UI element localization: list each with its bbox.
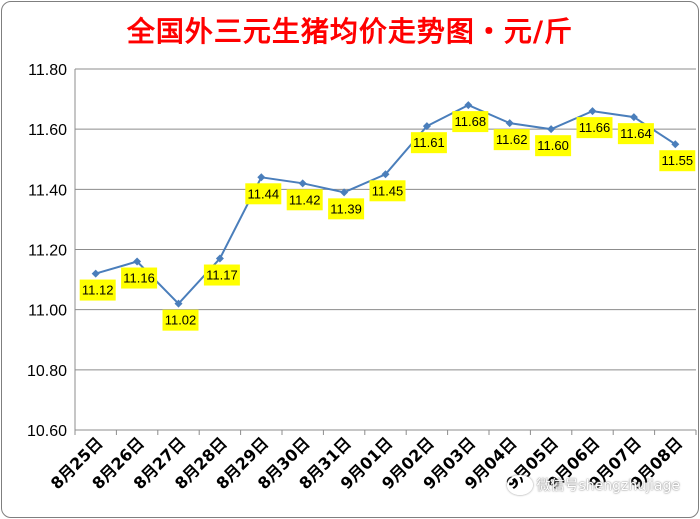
data-point [133, 257, 142, 266]
watermark: 微信号shengzhujiage [506, 475, 681, 495]
data-label-box [369, 180, 406, 202]
data-label-box [576, 117, 613, 139]
data-point [588, 107, 597, 116]
data-label: 11.55 [662, 153, 694, 168]
data-label-box [121, 267, 158, 289]
data-label: 11.42 [289, 192, 321, 207]
data-label-box [452, 111, 489, 133]
data-label-box [410, 132, 447, 154]
data-label: 11.64 [620, 126, 652, 141]
data-label: 11.16 [123, 271, 155, 286]
data-label: 11.66 [579, 120, 611, 135]
data-label-box [79, 279, 116, 301]
data-label: 11.60 [537, 138, 569, 153]
data-point [340, 188, 349, 197]
data-point [257, 173, 266, 182]
data-point [629, 113, 638, 122]
data-point [174, 299, 183, 308]
chart-title: 全国外三元生猪均价走势图・元/斤 [126, 15, 574, 48]
data-label: 11.17 [206, 268, 238, 283]
y-tick-label: 11.80 [28, 62, 67, 79]
y-tick-label: 11.40 [28, 182, 67, 199]
data-label-box [535, 135, 572, 157]
data-point [298, 179, 307, 188]
data-point [464, 101, 473, 110]
y-tick-label: 11.60 [28, 122, 67, 139]
y-tick-label: 11.20 [28, 243, 67, 260]
y-tick-label: 11.00 [28, 303, 67, 320]
y-tick-label: 10.60 [27, 423, 67, 440]
data-label-box [493, 129, 530, 151]
watermark-text: 微信号shengzhujiage [536, 478, 681, 494]
data-label-box [617, 123, 654, 145]
data-label-box [203, 264, 240, 286]
data-label: 11.02 [165, 313, 197, 328]
data-label-box [162, 309, 199, 331]
data-point [505, 119, 514, 128]
data-label-box [659, 150, 696, 172]
data-label: 11.45 [372, 183, 404, 198]
data-label: 11.68 [455, 114, 487, 129]
data-label: 11.39 [330, 201, 362, 216]
y-tick-label: 10.80 [27, 363, 67, 380]
wechat-icon [506, 475, 533, 495]
data-label: 11.12 [82, 283, 114, 298]
data-point [422, 122, 431, 131]
data-label: 11.61 [413, 135, 445, 150]
data-point [547, 125, 556, 134]
data-label-box [245, 183, 282, 205]
data-label: 11.62 [496, 132, 528, 147]
data-point [381, 170, 390, 179]
data-point [91, 269, 100, 278]
data-point [215, 254, 224, 263]
data-label-box [286, 189, 323, 211]
data-label: 11.44 [248, 186, 280, 201]
data-label-box [328, 198, 365, 220]
data-point [671, 140, 680, 149]
